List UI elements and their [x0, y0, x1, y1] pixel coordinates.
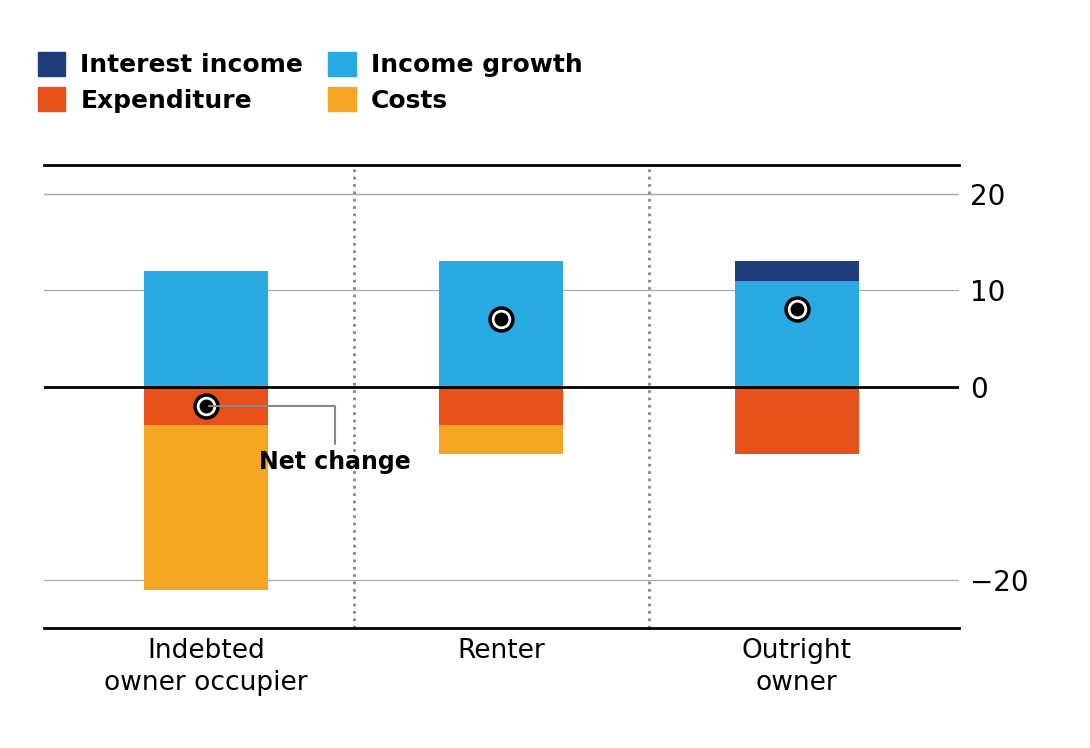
- Bar: [439, 261, 564, 387]
- Text: Net change: Net change: [209, 406, 411, 474]
- Bar: [735, 387, 859, 454]
- Bar: [144, 271, 268, 387]
- Bar: [439, 426, 564, 454]
- Bar: [735, 280, 859, 387]
- Bar: [144, 426, 268, 589]
- Bar: [735, 261, 859, 280]
- Legend: Interest income, Expenditure, Income growth, Costs: Interest income, Expenditure, Income gro…: [38, 52, 582, 113]
- Bar: [439, 387, 564, 426]
- Bar: [144, 387, 268, 426]
